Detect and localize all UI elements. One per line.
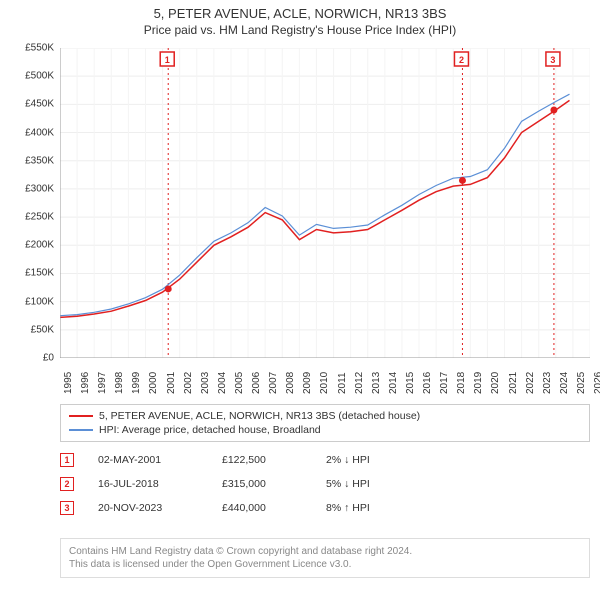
y-axis: £0£50K£100K£150K£200K£250K£300K£350K£400… — [0, 48, 58, 358]
sale-diff: 8% ↑ HPI — [326, 502, 406, 514]
y-tick: £250K — [25, 212, 54, 223]
svg-text:2: 2 — [459, 55, 464, 65]
legend-swatch — [69, 415, 93, 417]
sale-row: 2 16-JUL-2018 £315,000 5% ↓ HPI — [60, 472, 590, 496]
x-tick: 2026 — [593, 372, 599, 394]
sale-price: £122,500 — [222, 454, 302, 466]
sale-date: 16-JUL-2018 — [98, 478, 198, 490]
sale-row: 1 02-MAY-2001 £122,500 2% ↓ HPI — [60, 448, 590, 472]
x-tick: 2007 — [268, 372, 274, 394]
x-tick: 2012 — [354, 372, 360, 394]
x-tick: 2001 — [166, 372, 172, 394]
chart-title: 5, PETER AVENUE, ACLE, NORWICH, NR13 3BS — [0, 0, 600, 21]
y-tick: £400K — [25, 127, 54, 138]
x-tick: 2003 — [200, 372, 206, 394]
x-tick: 2019 — [473, 372, 479, 394]
sale-price: £440,000 — [222, 502, 302, 514]
x-tick: 2002 — [183, 372, 189, 394]
x-tick: 2013 — [371, 372, 377, 394]
y-tick: £0 — [43, 353, 54, 364]
y-tick: £500K — [25, 71, 54, 82]
sale-diff: 5% ↓ HPI — [326, 478, 406, 490]
legend: 5, PETER AVENUE, ACLE, NORWICH, NR13 3BS… — [60, 404, 590, 442]
x-tick: 1997 — [97, 372, 103, 394]
sale-price: £315,000 — [222, 478, 302, 490]
x-tick: 2025 — [576, 372, 582, 394]
plot-area: 1 2 3 — [60, 48, 590, 358]
legend-item: HPI: Average price, detached house, Broa… — [69, 423, 581, 437]
footer-attribution: Contains HM Land Registry data © Crown c… — [60, 538, 590, 578]
x-tick: 2017 — [439, 372, 445, 394]
chart-subtitle: Price paid vs. HM Land Registry's House … — [0, 21, 600, 37]
sale-marker-icon: 3 — [60, 501, 74, 515]
x-tick: 2018 — [456, 372, 462, 394]
x-tick: 2010 — [319, 372, 325, 394]
x-tick: 2009 — [302, 372, 308, 394]
y-tick: £150K — [25, 268, 54, 279]
x-tick: 2016 — [422, 372, 428, 394]
footer-line2: This data is licensed under the Open Gov… — [69, 558, 581, 571]
y-tick: £350K — [25, 155, 54, 166]
x-tick: 2022 — [525, 372, 531, 394]
y-tick: £300K — [25, 183, 54, 194]
y-tick: £100K — [25, 296, 54, 307]
line-chart: 1 2 3 — [60, 48, 590, 358]
y-tick: £50K — [31, 324, 54, 335]
x-tick: 1999 — [131, 372, 137, 394]
legend-item: 5, PETER AVENUE, ACLE, NORWICH, NR13 3BS… — [69, 409, 581, 423]
x-tick: 2020 — [490, 372, 496, 394]
x-tick: 2024 — [559, 372, 565, 394]
x-tick: 2008 — [285, 372, 291, 394]
x-tick: 1995 — [63, 372, 69, 394]
sale-row: 3 20-NOV-2023 £440,000 8% ↑ HPI — [60, 496, 590, 520]
sale-table: 1 02-MAY-2001 £122,500 2% ↓ HPI 2 16-JUL… — [60, 448, 590, 520]
sale-date: 20-NOV-2023 — [98, 502, 198, 514]
svg-text:1: 1 — [165, 55, 170, 65]
legend-swatch — [69, 429, 93, 431]
sale-diff: 2% ↓ HPI — [326, 454, 406, 466]
legend-label: HPI: Average price, detached house, Broa… — [99, 424, 321, 436]
legend-label: 5, PETER AVENUE, ACLE, NORWICH, NR13 3BS… — [99, 410, 420, 422]
x-tick: 2021 — [508, 372, 514, 394]
x-tick: 2005 — [234, 372, 240, 394]
footer-line1: Contains HM Land Registry data © Crown c… — [69, 545, 581, 558]
x-axis: 1995 1996 1997 1998 1999 2000 2001 2002 2003 2004… — [60, 360, 590, 400]
x-tick: 2023 — [542, 372, 548, 394]
x-tick: 2000 — [148, 372, 154, 394]
x-tick: 1998 — [114, 372, 120, 394]
y-tick: £450K — [25, 99, 54, 110]
chart-container: 5, PETER AVENUE, ACLE, NORWICH, NR13 3BS… — [0, 0, 600, 590]
x-tick: 2015 — [405, 372, 411, 394]
y-tick: £200K — [25, 240, 54, 251]
svg-text:3: 3 — [550, 55, 555, 65]
sale-date: 02-MAY-2001 — [98, 454, 198, 466]
y-tick: £550K — [25, 43, 54, 54]
x-tick: 2006 — [251, 372, 257, 394]
x-tick: 2014 — [388, 372, 394, 394]
x-tick: 1996 — [80, 372, 86, 394]
x-tick: 2011 — [337, 372, 343, 394]
sale-marker-icon: 1 — [60, 453, 74, 467]
sale-marker-icon: 2 — [60, 477, 74, 491]
x-tick: 2004 — [217, 372, 223, 394]
